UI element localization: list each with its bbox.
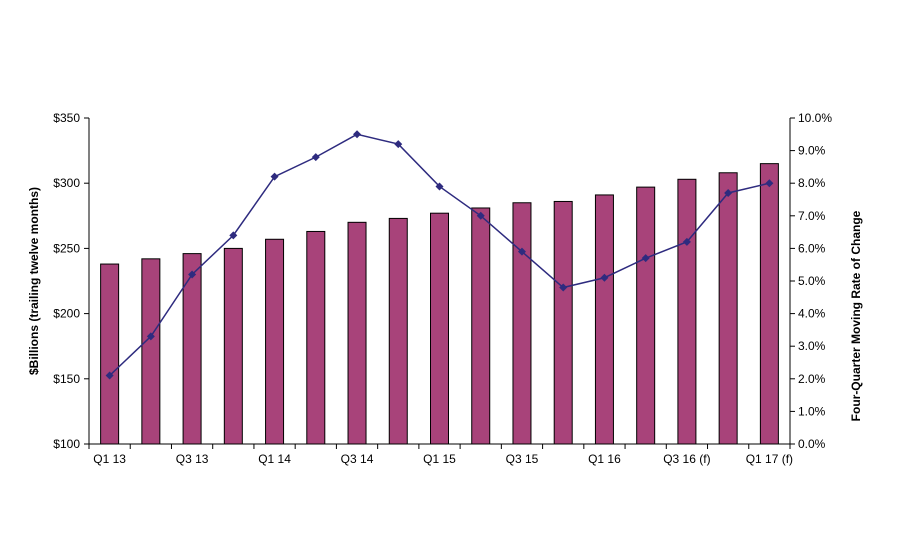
rate-point: [476, 211, 485, 220]
right-tick-label: 0.0%: [798, 437, 826, 451]
rate-point: [559, 283, 568, 292]
x-tick-label: Q1 17 (f): [746, 452, 793, 466]
bar: [594, 194, 614, 445]
left-tick-label: $350: [53, 111, 80, 125]
right-tick-label: 8.0%: [798, 176, 826, 190]
x-axis-ticks: Q1 13 Q3 13 Q1 14 Q3 14 Q1 15 Q3 15 Q1 16 Q3 16…: [88, 444, 793, 466]
rate-point: [229, 231, 238, 240]
bar: [141, 258, 161, 445]
x-tick-label: Q1 13: [93, 452, 126, 466]
rate-point: [435, 182, 444, 191]
left-tick-label: $150: [53, 372, 80, 386]
left-axis-title: $Billions (trailing twelve months): [27, 187, 41, 375]
rate-point: [353, 130, 362, 139]
x-tick-label: Q3 14: [341, 452, 374, 466]
bar: [265, 238, 285, 445]
x-tick-label: Q3 16 (f): [663, 452, 710, 466]
rate-point: [270, 172, 279, 181]
right-tick-label: 5.0%: [798, 274, 826, 288]
bar: [636, 186, 656, 445]
left-tick-label: $200: [53, 307, 80, 321]
right-tick-label: 3.0%: [798, 339, 826, 353]
rate-point: [682, 237, 691, 246]
rate-point: [641, 254, 650, 263]
right-tick-label: 2.0%: [798, 372, 826, 386]
x-tick-label: Q1 16: [588, 452, 621, 466]
bar: [512, 202, 532, 445]
rate-point: [724, 188, 733, 197]
bar: [553, 200, 573, 445]
bar: [388, 217, 408, 445]
left-tick-label: $300: [53, 176, 80, 190]
right-axis-title: Four-Quarter Moving Rate of Change: [849, 210, 863, 421]
right-tick-label: 4.0%: [798, 307, 826, 321]
right-tick-label: 6.0%: [798, 241, 826, 255]
bar: [347, 221, 367, 445]
x-tick-label: Q3 15: [506, 452, 539, 466]
bar-series: [100, 163, 779, 445]
left-tick-label: $250: [53, 241, 80, 255]
bar: [223, 247, 243, 445]
rate-point: [105, 371, 114, 380]
bar: [471, 207, 491, 445]
right-tick-label: 1.0%: [798, 404, 826, 418]
rate-point: [394, 140, 403, 149]
rate-point: [765, 179, 774, 188]
bar: [677, 178, 697, 445]
x-tick-label: Q1 15: [423, 452, 456, 466]
bar: [182, 253, 202, 445]
left-tick-label: $100: [53, 437, 80, 451]
line-series: [105, 130, 774, 380]
right-axis-ticks: 0.0% 1.0% 2.0% 3.0% 4.0% 5.0% 6.0% 7.0% 8.0% 9.0%…: [790, 111, 832, 451]
bar: [759, 163, 779, 445]
left-axis-ticks: $100 $150 $200 $250 $300 $350: [53, 111, 89, 451]
rate-point: [146, 332, 155, 341]
x-tick-label: Q3 13: [176, 452, 209, 466]
rate-point: [188, 270, 197, 279]
bar: [100, 263, 120, 445]
right-tick-label: 7.0%: [798, 209, 826, 223]
rate-point: [311, 153, 320, 162]
x-tick-label: Q1 14: [258, 452, 291, 466]
rate-point: [600, 273, 609, 282]
bar: [718, 172, 738, 445]
right-tick-label: 9.0%: [798, 144, 826, 158]
bar: [306, 230, 326, 445]
bar: [430, 212, 449, 445]
rate-point: [517, 247, 526, 256]
right-tick-label: 10.0%: [798, 111, 832, 125]
